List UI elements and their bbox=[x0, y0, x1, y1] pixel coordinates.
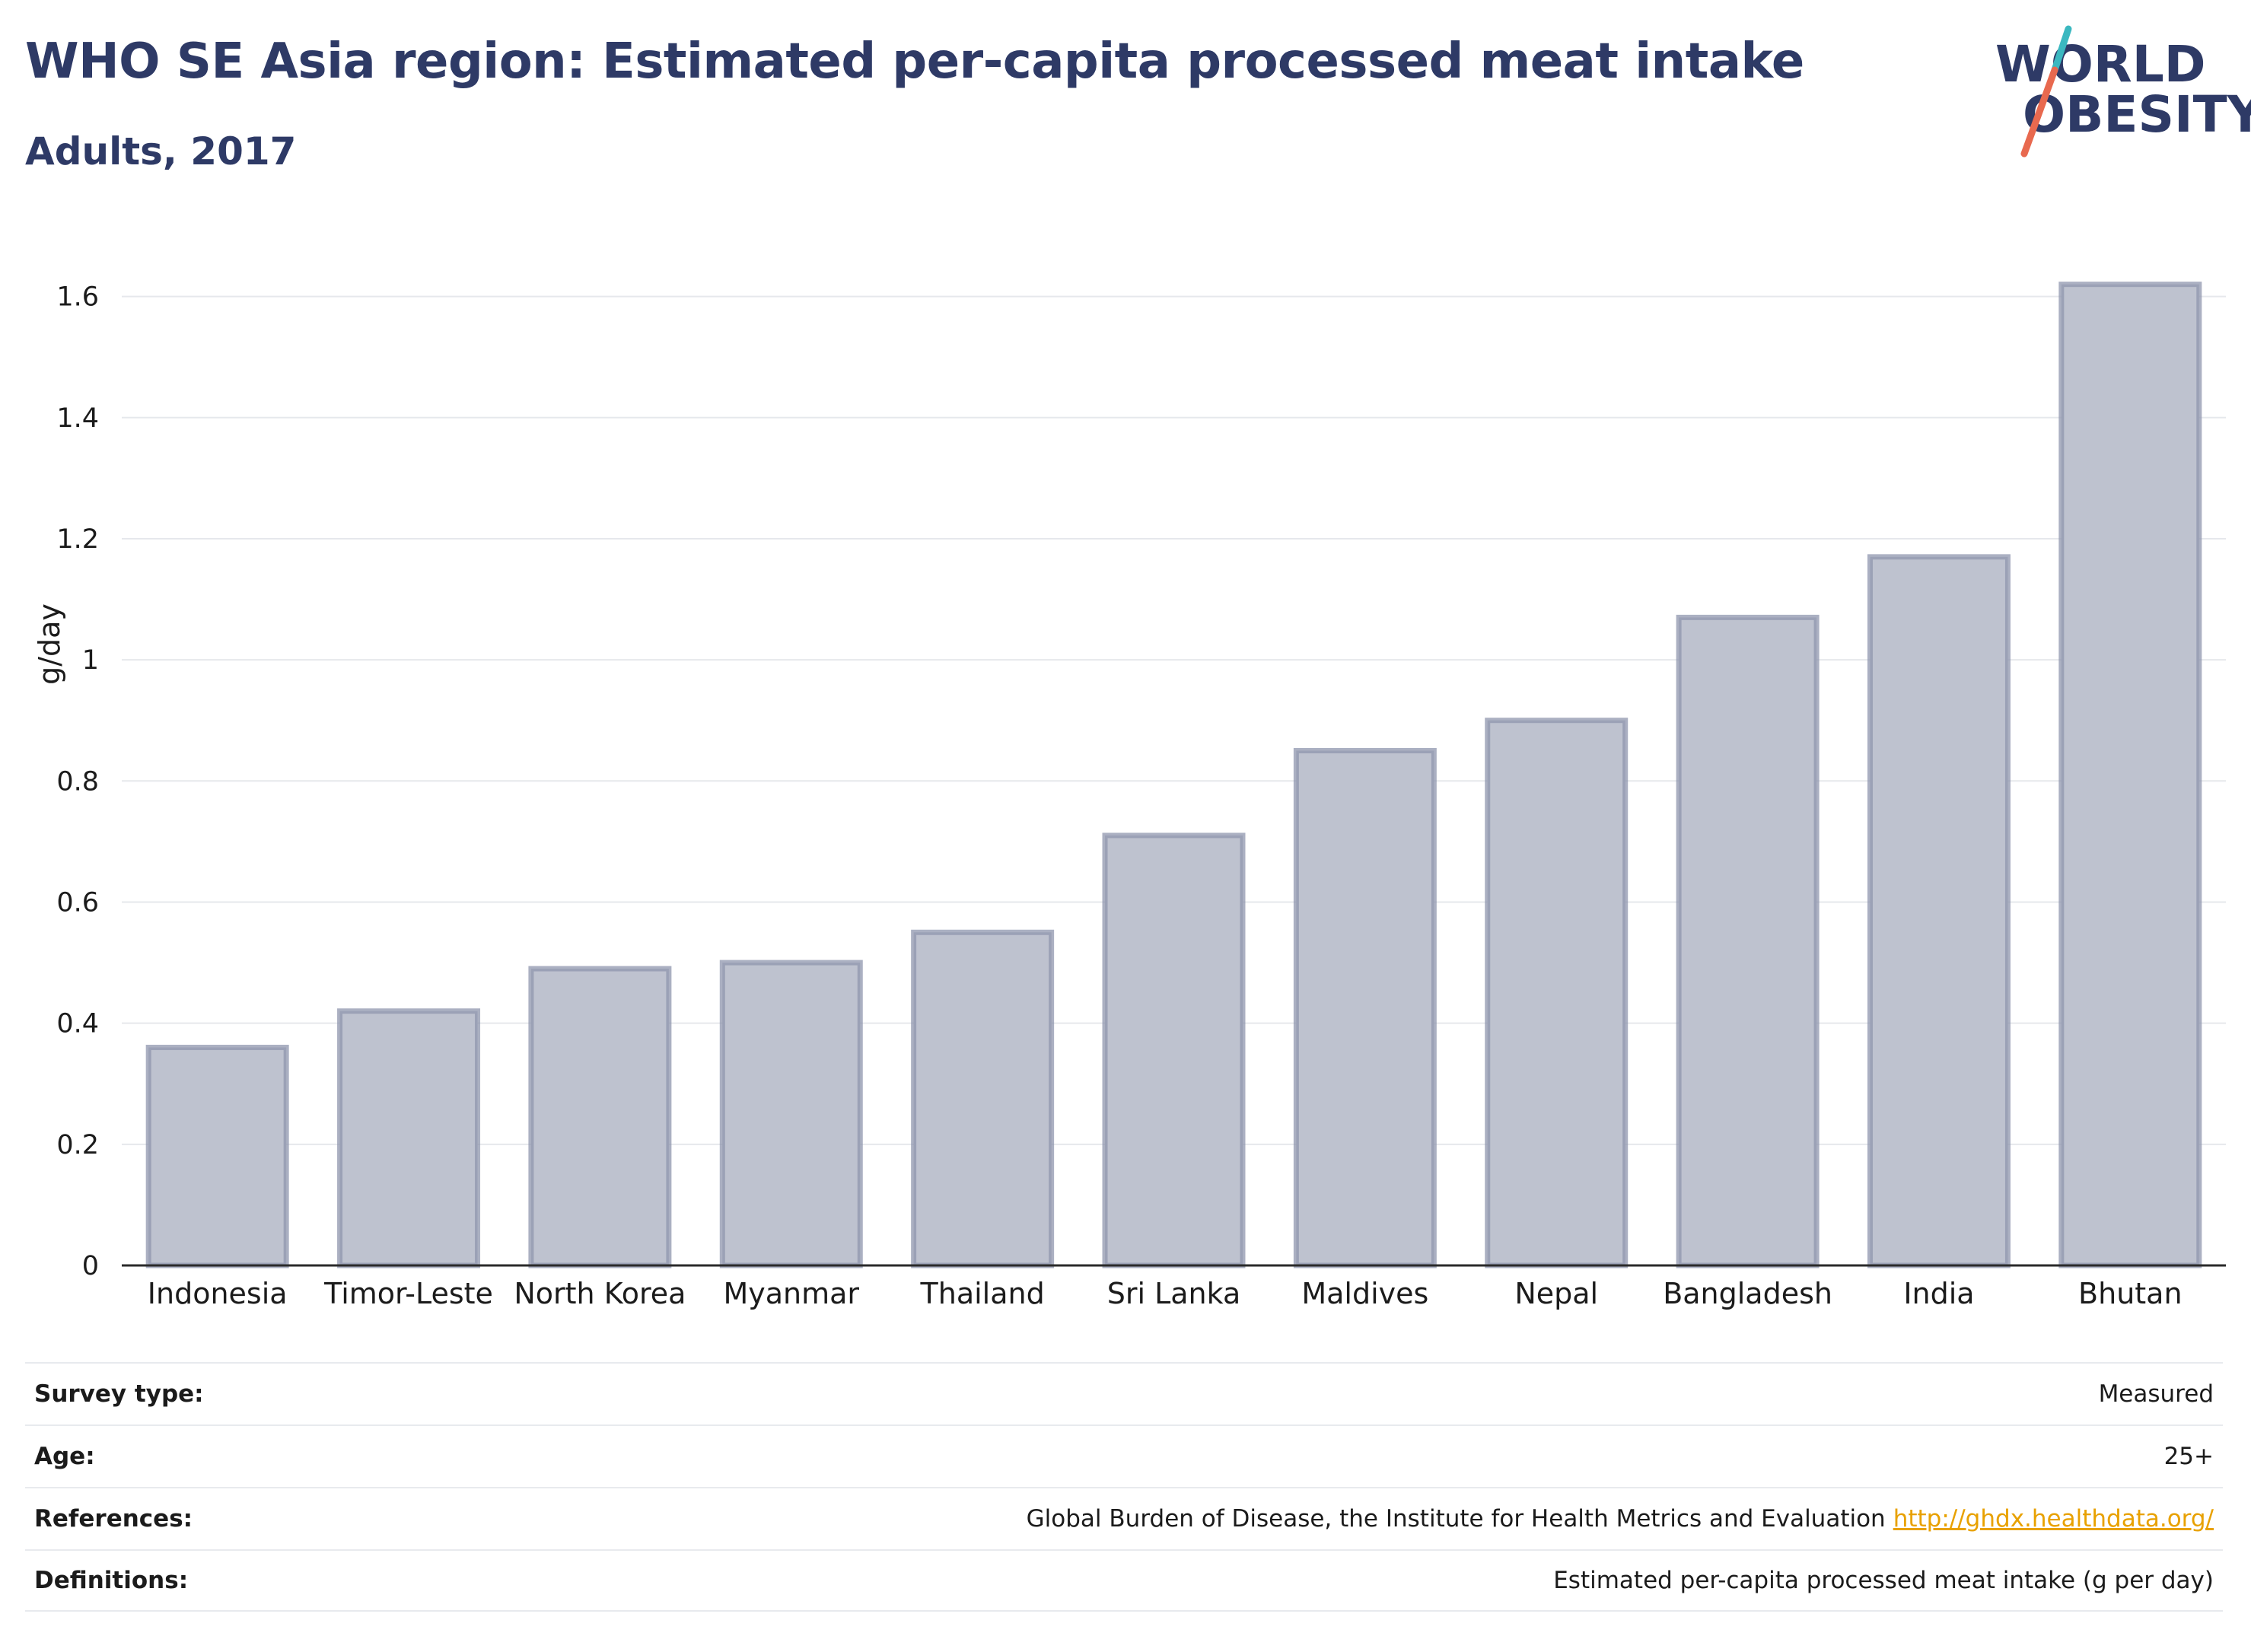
x-tick-label: Nepal bbox=[1514, 1277, 1598, 1310]
metadata-table: Survey type: Measured Age: 25+ Reference… bbox=[25, 1362, 2223, 1612]
meta-value: Estimated per-capita processed meat inta… bbox=[1553, 1567, 2214, 1594]
meta-label: References: bbox=[34, 1505, 193, 1533]
bar-myanmar bbox=[719, 960, 863, 1268]
x-tick-label: Sri Lanka bbox=[1107, 1277, 1241, 1310]
bar-thailand bbox=[911, 929, 1055, 1268]
y-tick-label: 1.4 bbox=[56, 403, 99, 434]
bar-maldives bbox=[1293, 748, 1437, 1268]
x-tick-label: Indonesia bbox=[148, 1277, 288, 1310]
bar-timor-leste bbox=[337, 1008, 481, 1268]
logo-word-world: WORLD bbox=[1995, 35, 2206, 94]
x-tick-label: Maldives bbox=[1301, 1277, 1428, 1310]
bar-north-korea bbox=[528, 966, 672, 1268]
world-obesity-logo: WORLD OBESITY bbox=[1979, 23, 2251, 160]
meta-row-survey-type: Survey type: Measured bbox=[25, 1362, 2223, 1424]
bar-india bbox=[1867, 554, 2011, 1268]
meta-label: Survey type: bbox=[34, 1380, 204, 1408]
meta-row-age: Age: 25+ bbox=[25, 1424, 2223, 1487]
y-tick-label: 0.8 bbox=[56, 766, 99, 797]
y-tick-label: 0.2 bbox=[56, 1130, 99, 1160]
x-tick-label: Myanmar bbox=[723, 1277, 859, 1310]
reference-text: Global Burden of Disease, the Institute … bbox=[1026, 1505, 1886, 1533]
reference-link[interactable]: http://ghdx.healthdata.org/ bbox=[1893, 1505, 2214, 1533]
meta-row-references: References: Global Burden of Disease, th… bbox=[25, 1487, 2223, 1549]
x-tick-label: India bbox=[1903, 1277, 1974, 1310]
bar-indonesia bbox=[145, 1044, 289, 1268]
tick-labels: 0 0.2 0.4 0.6 0.8 1 1.2 1.4 1.6 Indonesia Timor-Le… bbox=[33, 282, 2183, 1310]
meta-value: Measured bbox=[2098, 1380, 2214, 1408]
logo-word-obesity: OBESITY bbox=[2023, 85, 2251, 144]
meta-row-definitions: Definitions: Estimated per-capita proces… bbox=[25, 1549, 2223, 1612]
x-tick-label: Bhutan bbox=[2078, 1277, 2183, 1310]
meta-label: Age: bbox=[34, 1443, 95, 1470]
bars bbox=[145, 282, 2202, 1268]
logo-slash-icon bbox=[2020, 25, 2072, 158]
chart-subtitle: Adults, 2017 bbox=[25, 129, 297, 173]
x-tick-label: Thailand bbox=[920, 1277, 1045, 1310]
x-tick-label: Bangladesh bbox=[1663, 1277, 1832, 1310]
y-axis-title: g/day bbox=[33, 603, 66, 685]
meta-value: 25+ bbox=[2163, 1443, 2214, 1470]
meta-value-references: Global Burden of Disease, the Institute … bbox=[1027, 1505, 2214, 1533]
y-tick-label: 1 bbox=[82, 645, 99, 676]
bar-bhutan bbox=[2058, 282, 2202, 1268]
y-tick-label: 0.6 bbox=[56, 887, 99, 918]
y-tick-label: 0 bbox=[82, 1251, 99, 1281]
bar-sri-lanka bbox=[1102, 832, 1246, 1268]
meta-label: Definitions: bbox=[34, 1567, 189, 1594]
x-tick-label: Timor-Leste bbox=[323, 1277, 493, 1310]
bar-bangladesh bbox=[1676, 614, 1820, 1268]
y-tick-label: 1.6 bbox=[56, 282, 99, 313]
y-tick-label: 0.4 bbox=[56, 1009, 99, 1039]
y-tick-label: 1.2 bbox=[56, 524, 99, 555]
x-tick-label: North Korea bbox=[514, 1277, 686, 1310]
bar-nepal bbox=[1485, 718, 1629, 1268]
chart-title: WHO SE Asia region: Estimated per-capita… bbox=[25, 33, 1804, 90]
bar-chart: 0 0.2 0.4 0.6 0.8 1 1.2 1.4 1.6 Indonesia Timor-Le… bbox=[33, 282, 2226, 1310]
